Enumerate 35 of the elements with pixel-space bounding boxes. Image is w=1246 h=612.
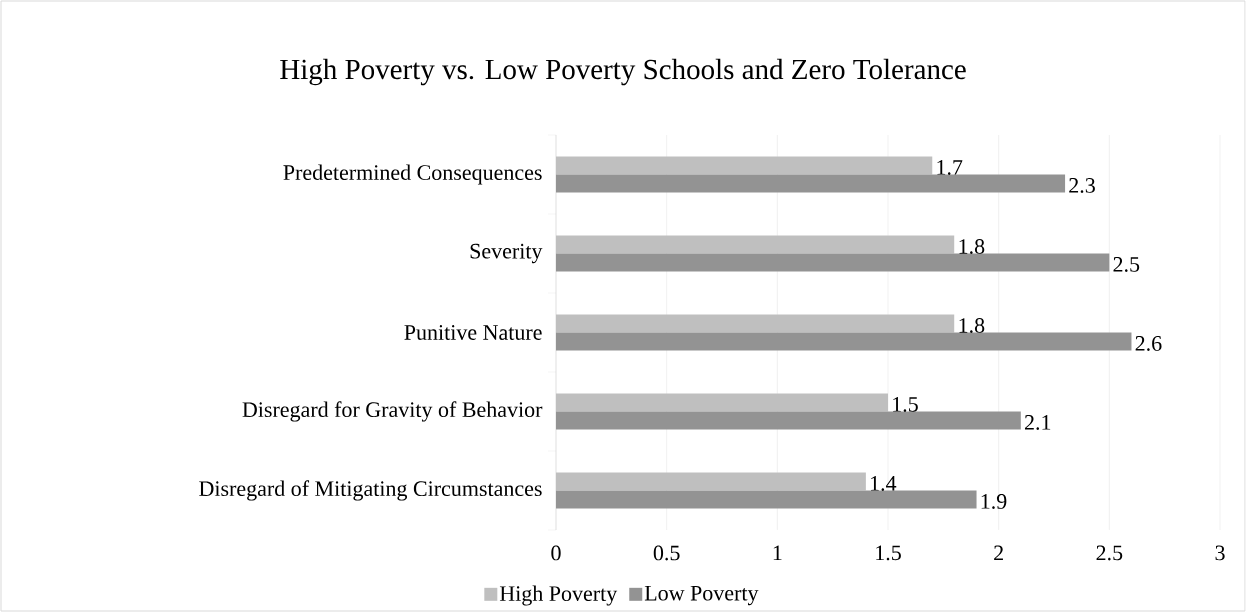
bar [556, 472, 866, 491]
bar [556, 411, 1021, 430]
data-label: 1.5 [893, 397, 918, 412]
x-tick-label: 3 [1215, 545, 1225, 561]
data-label: 1.9 [981, 494, 1007, 509]
data-label: 1.4 [871, 476, 897, 491]
bar [556, 490, 977, 509]
y-tick-label: Disregard of Mitigating Circumstances [199, 480, 542, 501]
x-tick-label: 0 [551, 545, 561, 561]
data-label: 1.7 [937, 160, 963, 175]
data-label: 1.8 [959, 318, 985, 333]
bar [556, 156, 933, 175]
x-tick-label: 1.5 [876, 545, 901, 561]
data-label: 2.6 [1135, 336, 1162, 351]
data-label: 1.8 [959, 239, 985, 254]
chart-title: High Poverty vs. Low Poverty Schools and Zero Tolerance [280, 58, 966, 86]
y-tick-label: Punitive Nature [404, 325, 542, 340]
bar [556, 314, 955, 333]
data-label: 2.3 [1069, 178, 1095, 193]
bar [556, 174, 1066, 193]
y-tick-label: Disregard for Gravity of Behavior [242, 401, 543, 422]
data-label: 2.1 [1024, 415, 1051, 430]
x-tick-label: 0.5 [653, 545, 680, 561]
x-tick-label: 2.5 [1096, 545, 1123, 561]
data-label: 2.5 [1113, 257, 1140, 272]
bar [556, 332, 1132, 351]
legend-label: High Poverty [499, 585, 618, 606]
bar [556, 235, 955, 254]
bar [556, 253, 1110, 272]
x-tick-label: 1 [773, 545, 782, 561]
legend-label: Low Poverty [644, 585, 759, 606]
x-tick-label: 2 [994, 545, 1003, 561]
y-tick-label: Predetermined Consequences [283, 164, 542, 185]
y-tick-label: Severity [470, 243, 543, 264]
bar [556, 393, 889, 412]
